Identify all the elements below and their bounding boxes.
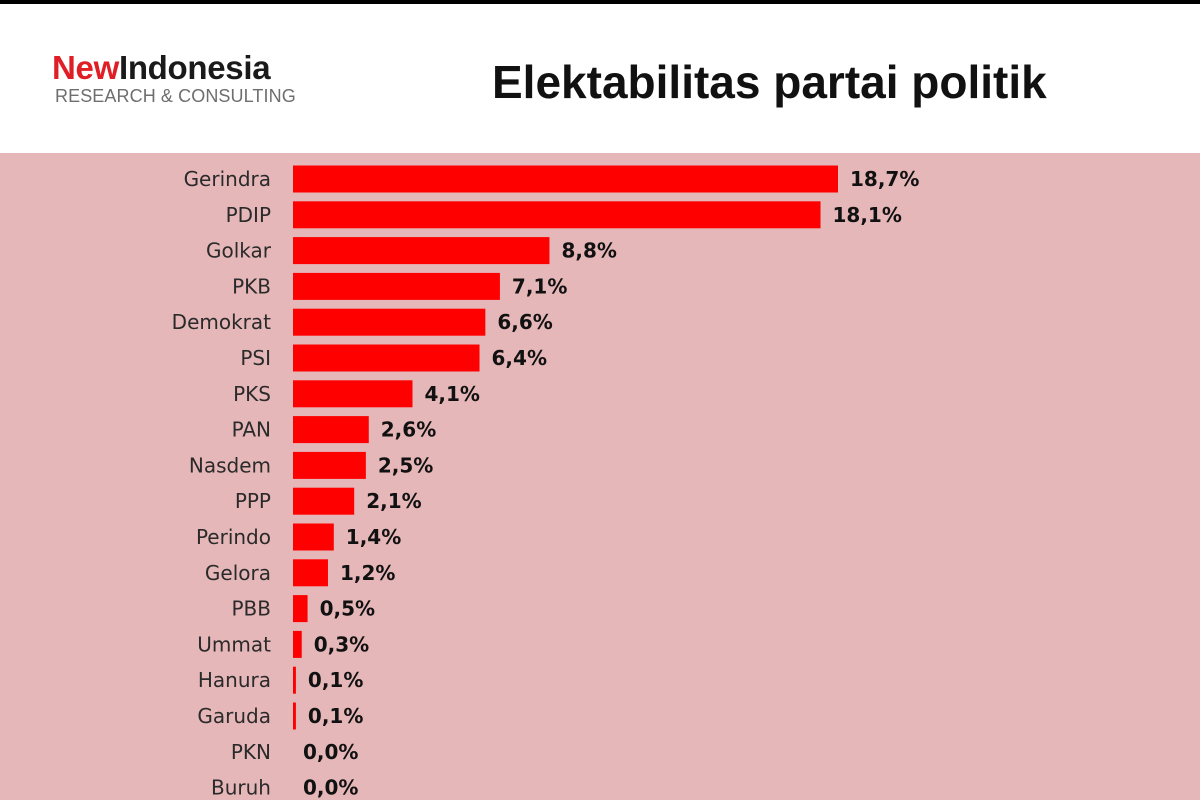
logo-word-indonesia: Indonesia (118, 49, 271, 86)
bar (293, 380, 413, 408)
bar (293, 487, 355, 515)
category-label: Nasdem (189, 453, 271, 477)
category-label: Gerindra (184, 167, 271, 191)
bar (293, 308, 486, 336)
bar (293, 595, 308, 623)
bar (293, 165, 838, 193)
value-label: 6,4% (492, 346, 547, 370)
category-label: Ummat (197, 632, 271, 656)
top-border-line (0, 0, 1200, 4)
value-label: 0,0% (303, 740, 358, 764)
category-label: PBB (231, 597, 271, 621)
bar (293, 451, 366, 479)
category-label: Garuda (197, 704, 271, 728)
chart-panel: Gerindra 18,7% PDIP 18,1% Golkar 8,8% PKB 7,1% D… (0, 153, 1200, 800)
value-label: 18,7% (850, 167, 919, 191)
chart-title: Elektabilitas partai politik (492, 56, 1047, 108)
category-label: Hanura (198, 668, 271, 692)
logo-word-new: New (52, 49, 119, 86)
logo-subtitle: RESEARCH & CONSULTING (55, 86, 296, 106)
category-label: PKB (232, 274, 271, 298)
value-label: 2,1% (366, 489, 421, 513)
value-label: 0,0% (303, 776, 358, 800)
company-logo: NewIndonesia RESEARCH & CONSULTING (52, 50, 296, 107)
logo-wordmark: NewIndonesia (52, 50, 296, 86)
category-label: Perindo (196, 525, 271, 549)
value-label: 1,2% (340, 561, 395, 585)
bar (293, 416, 369, 444)
bar-chart: Gerindra 18,7% PDIP 18,1% Golkar 8,8% PKB 7,1% D… (172, 165, 919, 800)
category-label: Buruh (211, 776, 271, 800)
bar (293, 237, 550, 265)
value-label: 7,1% (512, 274, 567, 298)
value-label: 18,1% (833, 203, 902, 227)
category-label: Gelora (205, 561, 271, 585)
value-label: 8,8% (561, 239, 616, 263)
bar (293, 630, 302, 658)
value-label: 2,6% (381, 418, 436, 442)
bar (293, 272, 500, 300)
bar (293, 559, 328, 587)
category-label: PKS (233, 382, 271, 406)
value-label: 0,1% (308, 668, 363, 692)
category-label: Golkar (206, 239, 272, 263)
category-label: Demokrat (172, 310, 271, 334)
header: NewIndonesia RESEARCH & CONSULTING Elekt… (0, 4, 1200, 153)
bar (293, 666, 296, 694)
category-label: PPP (235, 489, 271, 513)
value-label: 0,5% (320, 597, 375, 621)
bar (293, 344, 480, 372)
value-label: 2,5% (378, 453, 433, 477)
category-label: PSI (240, 346, 271, 370)
category-label: PAN (232, 418, 271, 442)
bar (293, 702, 296, 730)
value-label: 1,4% (346, 525, 401, 549)
bar (293, 201, 821, 229)
value-label: 0,1% (308, 704, 363, 728)
bar (293, 523, 334, 551)
category-label: PDIP (226, 203, 271, 227)
value-label: 0,3% (314, 632, 369, 656)
category-label: PKN (231, 740, 271, 764)
value-label: 4,1% (424, 382, 479, 406)
value-label: 6,6% (497, 310, 552, 334)
